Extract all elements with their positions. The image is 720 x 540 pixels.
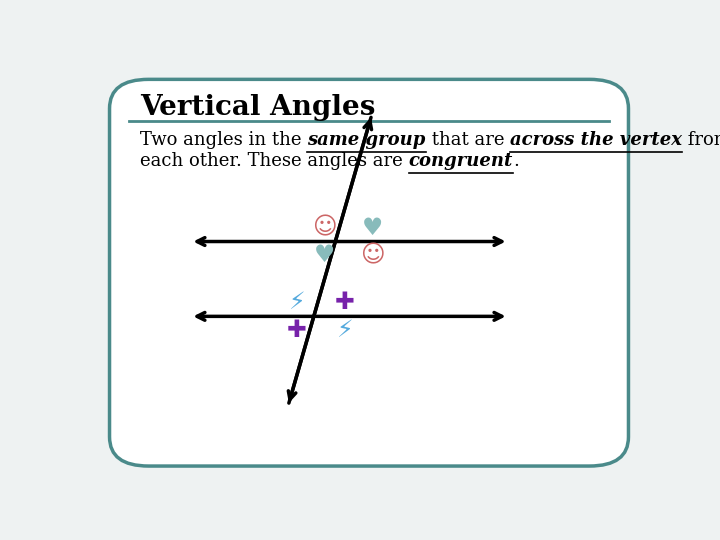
Text: .: . bbox=[513, 152, 519, 170]
Text: congruent: congruent bbox=[409, 152, 513, 170]
Text: Two angles in the: Two angles in the bbox=[140, 131, 307, 150]
Text: same group: same group bbox=[307, 131, 426, 150]
Text: across the vertex: across the vertex bbox=[510, 131, 682, 150]
Text: ☺: ☺ bbox=[360, 244, 384, 267]
Text: ♥: ♥ bbox=[314, 244, 335, 267]
Text: ✚: ✚ bbox=[287, 318, 306, 342]
FancyBboxPatch shape bbox=[109, 79, 629, 466]
Text: ⚡: ⚡ bbox=[336, 318, 353, 342]
Text: each other. These angles are: each other. These angles are bbox=[140, 152, 409, 170]
Text: ♥: ♥ bbox=[362, 215, 383, 240]
Text: ✚: ✚ bbox=[335, 291, 354, 314]
Text: that are: that are bbox=[426, 131, 510, 150]
Text: ☺: ☺ bbox=[312, 215, 336, 240]
Text: ⚡: ⚡ bbox=[288, 291, 305, 314]
Text: Vertical Angles: Vertical Angles bbox=[140, 94, 376, 121]
Text: from: from bbox=[682, 131, 720, 150]
